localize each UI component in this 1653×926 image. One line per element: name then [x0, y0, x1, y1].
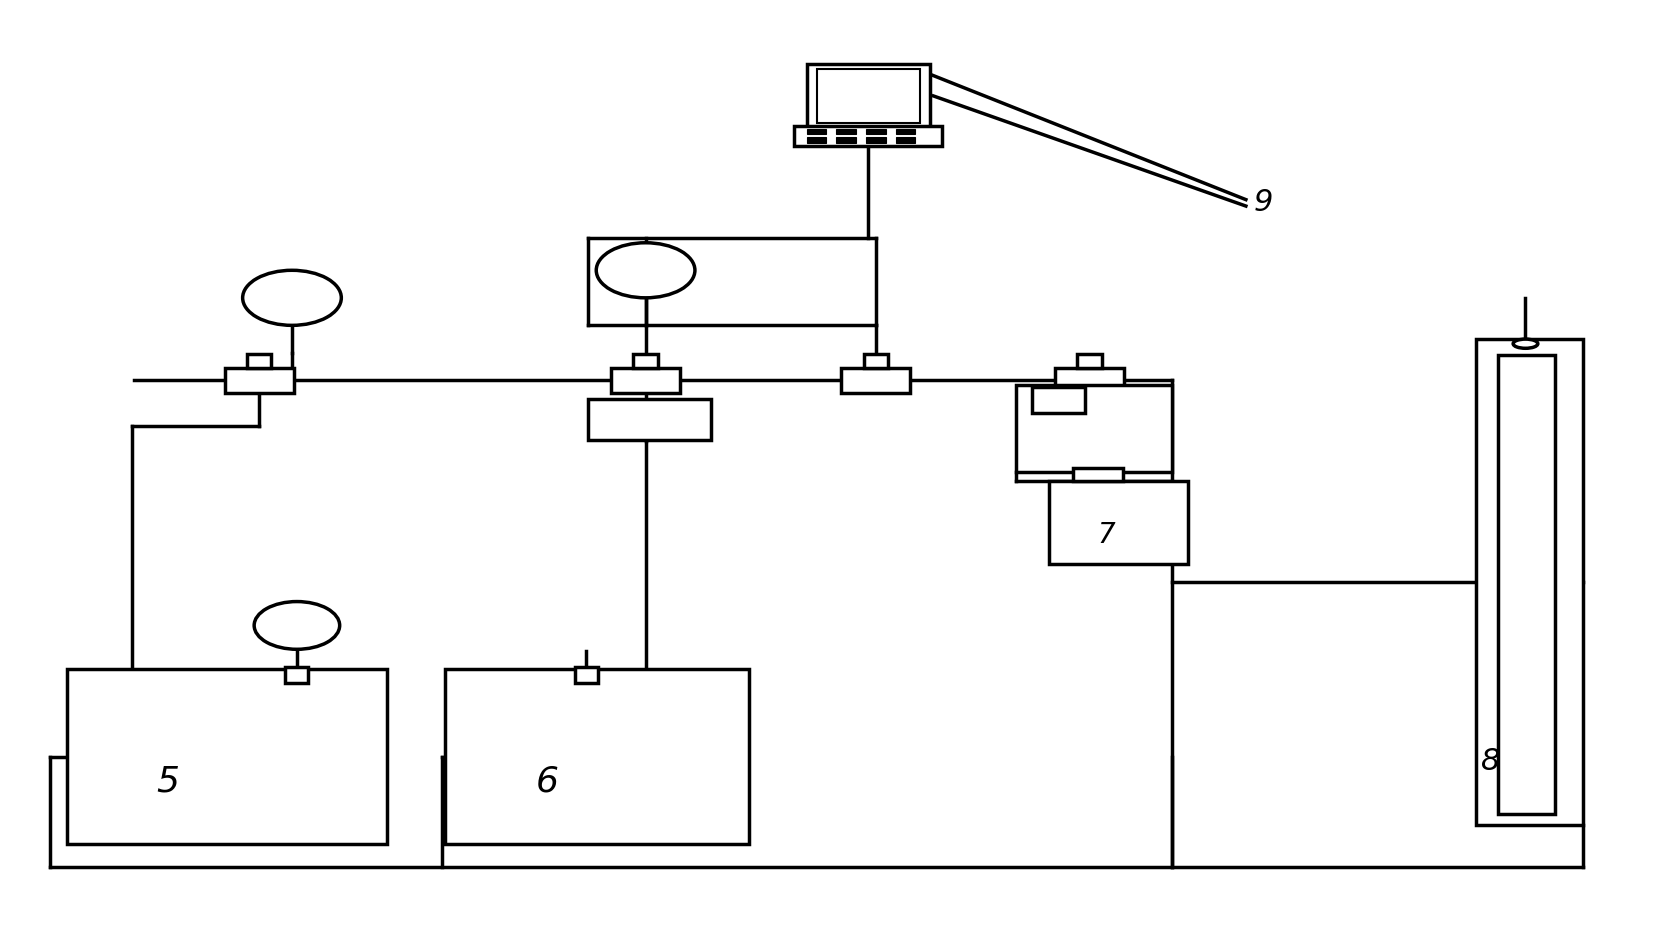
Bar — [612, 368, 679, 394]
Ellipse shape — [1512, 339, 1537, 348]
Bar — [1015, 385, 1172, 472]
Text: 6: 6 — [536, 765, 559, 798]
Bar — [588, 399, 711, 440]
Text: 9: 9 — [1255, 188, 1273, 217]
Circle shape — [255, 602, 339, 649]
Bar — [66, 669, 387, 844]
Bar — [896, 129, 916, 134]
Bar — [1078, 354, 1103, 368]
Bar — [1031, 387, 1084, 412]
Bar — [633, 354, 658, 368]
Bar — [866, 129, 886, 134]
Bar — [793, 126, 942, 146]
Bar — [225, 368, 294, 394]
Text: 7: 7 — [1098, 521, 1116, 549]
Bar — [863, 354, 888, 368]
Bar — [866, 137, 886, 143]
Text: 5: 5 — [157, 765, 180, 798]
Bar — [836, 129, 856, 134]
Bar — [246, 354, 271, 368]
Bar — [1476, 339, 1584, 825]
Bar — [1073, 468, 1122, 482]
Circle shape — [243, 270, 341, 325]
Bar — [896, 137, 916, 143]
Circle shape — [597, 243, 694, 298]
Bar — [817, 69, 921, 122]
Text: 8: 8 — [1481, 747, 1501, 776]
Bar — [807, 129, 826, 134]
Bar — [445, 669, 749, 844]
Bar — [807, 64, 931, 128]
Bar — [1498, 355, 1555, 814]
Bar — [286, 667, 309, 683]
Bar — [575, 667, 598, 683]
Bar — [841, 368, 911, 394]
Bar — [836, 137, 856, 143]
Bar — [1055, 368, 1124, 394]
Bar — [807, 137, 826, 143]
Bar — [1048, 482, 1189, 564]
